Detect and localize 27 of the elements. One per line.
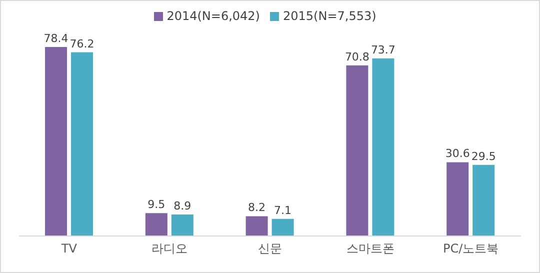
x-tick-label: 신문 bbox=[258, 242, 282, 256]
bar bbox=[246, 216, 268, 236]
bar bbox=[272, 218, 294, 236]
data-label: 30.6 bbox=[445, 147, 470, 160]
bar bbox=[446, 162, 469, 236]
x-tick-label: TV bbox=[60, 242, 78, 256]
x-tick-label: PC/노트북 bbox=[442, 242, 499, 256]
x-tick-label: 스마트폰 bbox=[346, 242, 394, 256]
legend-label: 2015(N=7,553) bbox=[283, 9, 376, 23]
bar bbox=[372, 58, 394, 236]
bar bbox=[71, 52, 93, 236]
data-label: 7.1 bbox=[274, 204, 292, 217]
bar bbox=[145, 213, 168, 236]
data-label: 29.5 bbox=[471, 150, 496, 163]
data-label: 70.8 bbox=[344, 50, 370, 64]
bar bbox=[472, 164, 495, 236]
bar bbox=[346, 65, 368, 236]
legend-label: 2014(N=6,042) bbox=[166, 9, 260, 23]
data-label: 9.5 bbox=[148, 198, 166, 212]
data-label: 76.2 bbox=[70, 37, 94, 50]
x-tick-label: 라디오 bbox=[152, 242, 188, 256]
bar bbox=[171, 214, 194, 236]
data-label: 8.9 bbox=[174, 200, 192, 213]
data-label: 73.7 bbox=[370, 43, 396, 56]
data-label: 78.4 bbox=[44, 32, 68, 45]
bar bbox=[45, 47, 67, 236]
data-label: 8.2 bbox=[248, 201, 266, 214]
